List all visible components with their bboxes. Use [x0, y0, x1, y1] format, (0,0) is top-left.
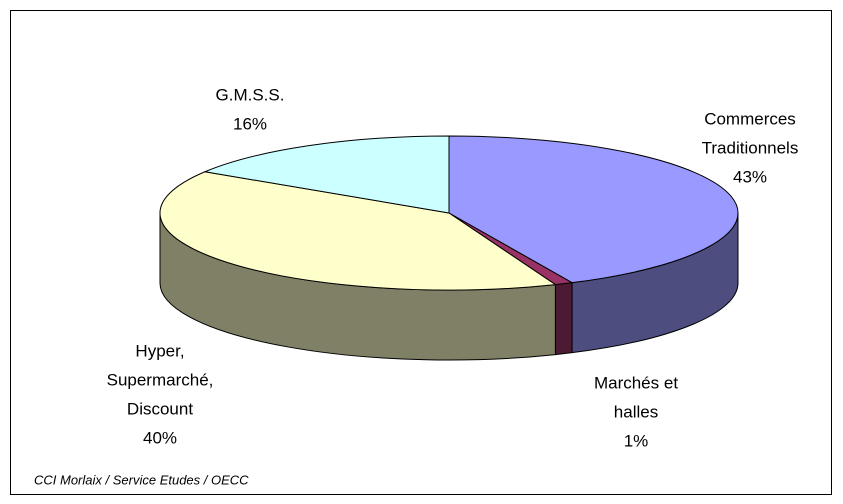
- slice-label: Hyper,: [135, 341, 184, 360]
- slice-label: halles: [614, 402, 658, 421]
- pie-side: [554, 282, 573, 356]
- value-label: 1%: [624, 431, 649, 450]
- source-note: CCI Morlaix / Service Etudes / OECC: [34, 472, 249, 487]
- value-label: 16%: [233, 114, 267, 133]
- slice-label: Commerces: [704, 109, 796, 128]
- slice-label: G.M.S.S.: [216, 85, 285, 104]
- value-label: 43%: [733, 167, 767, 186]
- pie-slice: [448, 135, 739, 284]
- slice-label: Traditionnels: [702, 138, 799, 157]
- value-label: 40%: [143, 428, 177, 447]
- pie-slice: [159, 171, 557, 291]
- pie-slice: [203, 135, 450, 214]
- slice-label: Marchés et: [594, 373, 678, 392]
- slice-label: Discount: [127, 399, 193, 418]
- slice-label: Supermarché,: [107, 370, 214, 389]
